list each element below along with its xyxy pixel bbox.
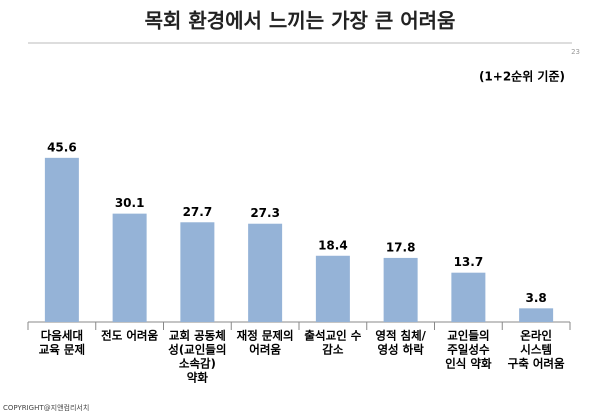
- bar: [383, 257, 418, 322]
- bar: [248, 223, 283, 322]
- bar: [519, 308, 554, 322]
- x-tick-label: 감소: [322, 343, 344, 357]
- x-tick-label: 성(교인들의: [168, 343, 226, 357]
- page-number: 23: [571, 48, 580, 56]
- x-tick-label: 다음세대: [41, 329, 83, 343]
- value-label: 17.8: [386, 240, 416, 254]
- subtitle: (1+2순위 기준): [479, 69, 565, 84]
- x-tick-label: 구축 어려움: [508, 357, 565, 371]
- value-label: 27.7: [183, 205, 213, 219]
- value-label: 27.3: [250, 206, 280, 220]
- value-label: 13.7: [454, 255, 484, 269]
- value-label: 3.8: [525, 291, 546, 305]
- x-tick-label: 영성 하락: [377, 343, 424, 357]
- x-tick-label: 소속감): [179, 357, 216, 371]
- value-label: 18.4: [318, 238, 348, 252]
- x-tick-label: 교인들의: [447, 329, 489, 343]
- chart-title: 목회 환경에서 느끼는 가장 큰 어려움: [145, 9, 456, 33]
- value-label: 30.1: [115, 196, 145, 210]
- x-tick-label: 전도 어려움: [101, 329, 158, 343]
- bar: [112, 213, 147, 322]
- bar: [44, 157, 79, 322]
- x-tick-label: 약화: [187, 371, 209, 385]
- value-label: 45.6: [47, 140, 77, 154]
- x-tick-label: 재정 문제의: [237, 329, 294, 343]
- x-tick-label: 교육 문제: [39, 343, 85, 357]
- bar: [451, 272, 486, 322]
- x-tick-label: 온라인: [520, 329, 552, 343]
- x-tick-label: 시스템: [520, 343, 552, 357]
- x-tick-label: 주일성수: [447, 343, 490, 357]
- x-tick-label: 교회 공동체: [169, 329, 226, 343]
- x-tick-label: 영적 침체/: [375, 329, 426, 343]
- bar: [315, 255, 350, 322]
- x-tick-label: 인식 약화: [445, 357, 492, 371]
- x-tick-label: 어려움: [249, 343, 281, 357]
- footer: COPYRIGHT@지앤컴리서치: [3, 403, 89, 412]
- bar: [180, 222, 215, 322]
- x-tick-label: 출석교인 수: [304, 329, 361, 343]
